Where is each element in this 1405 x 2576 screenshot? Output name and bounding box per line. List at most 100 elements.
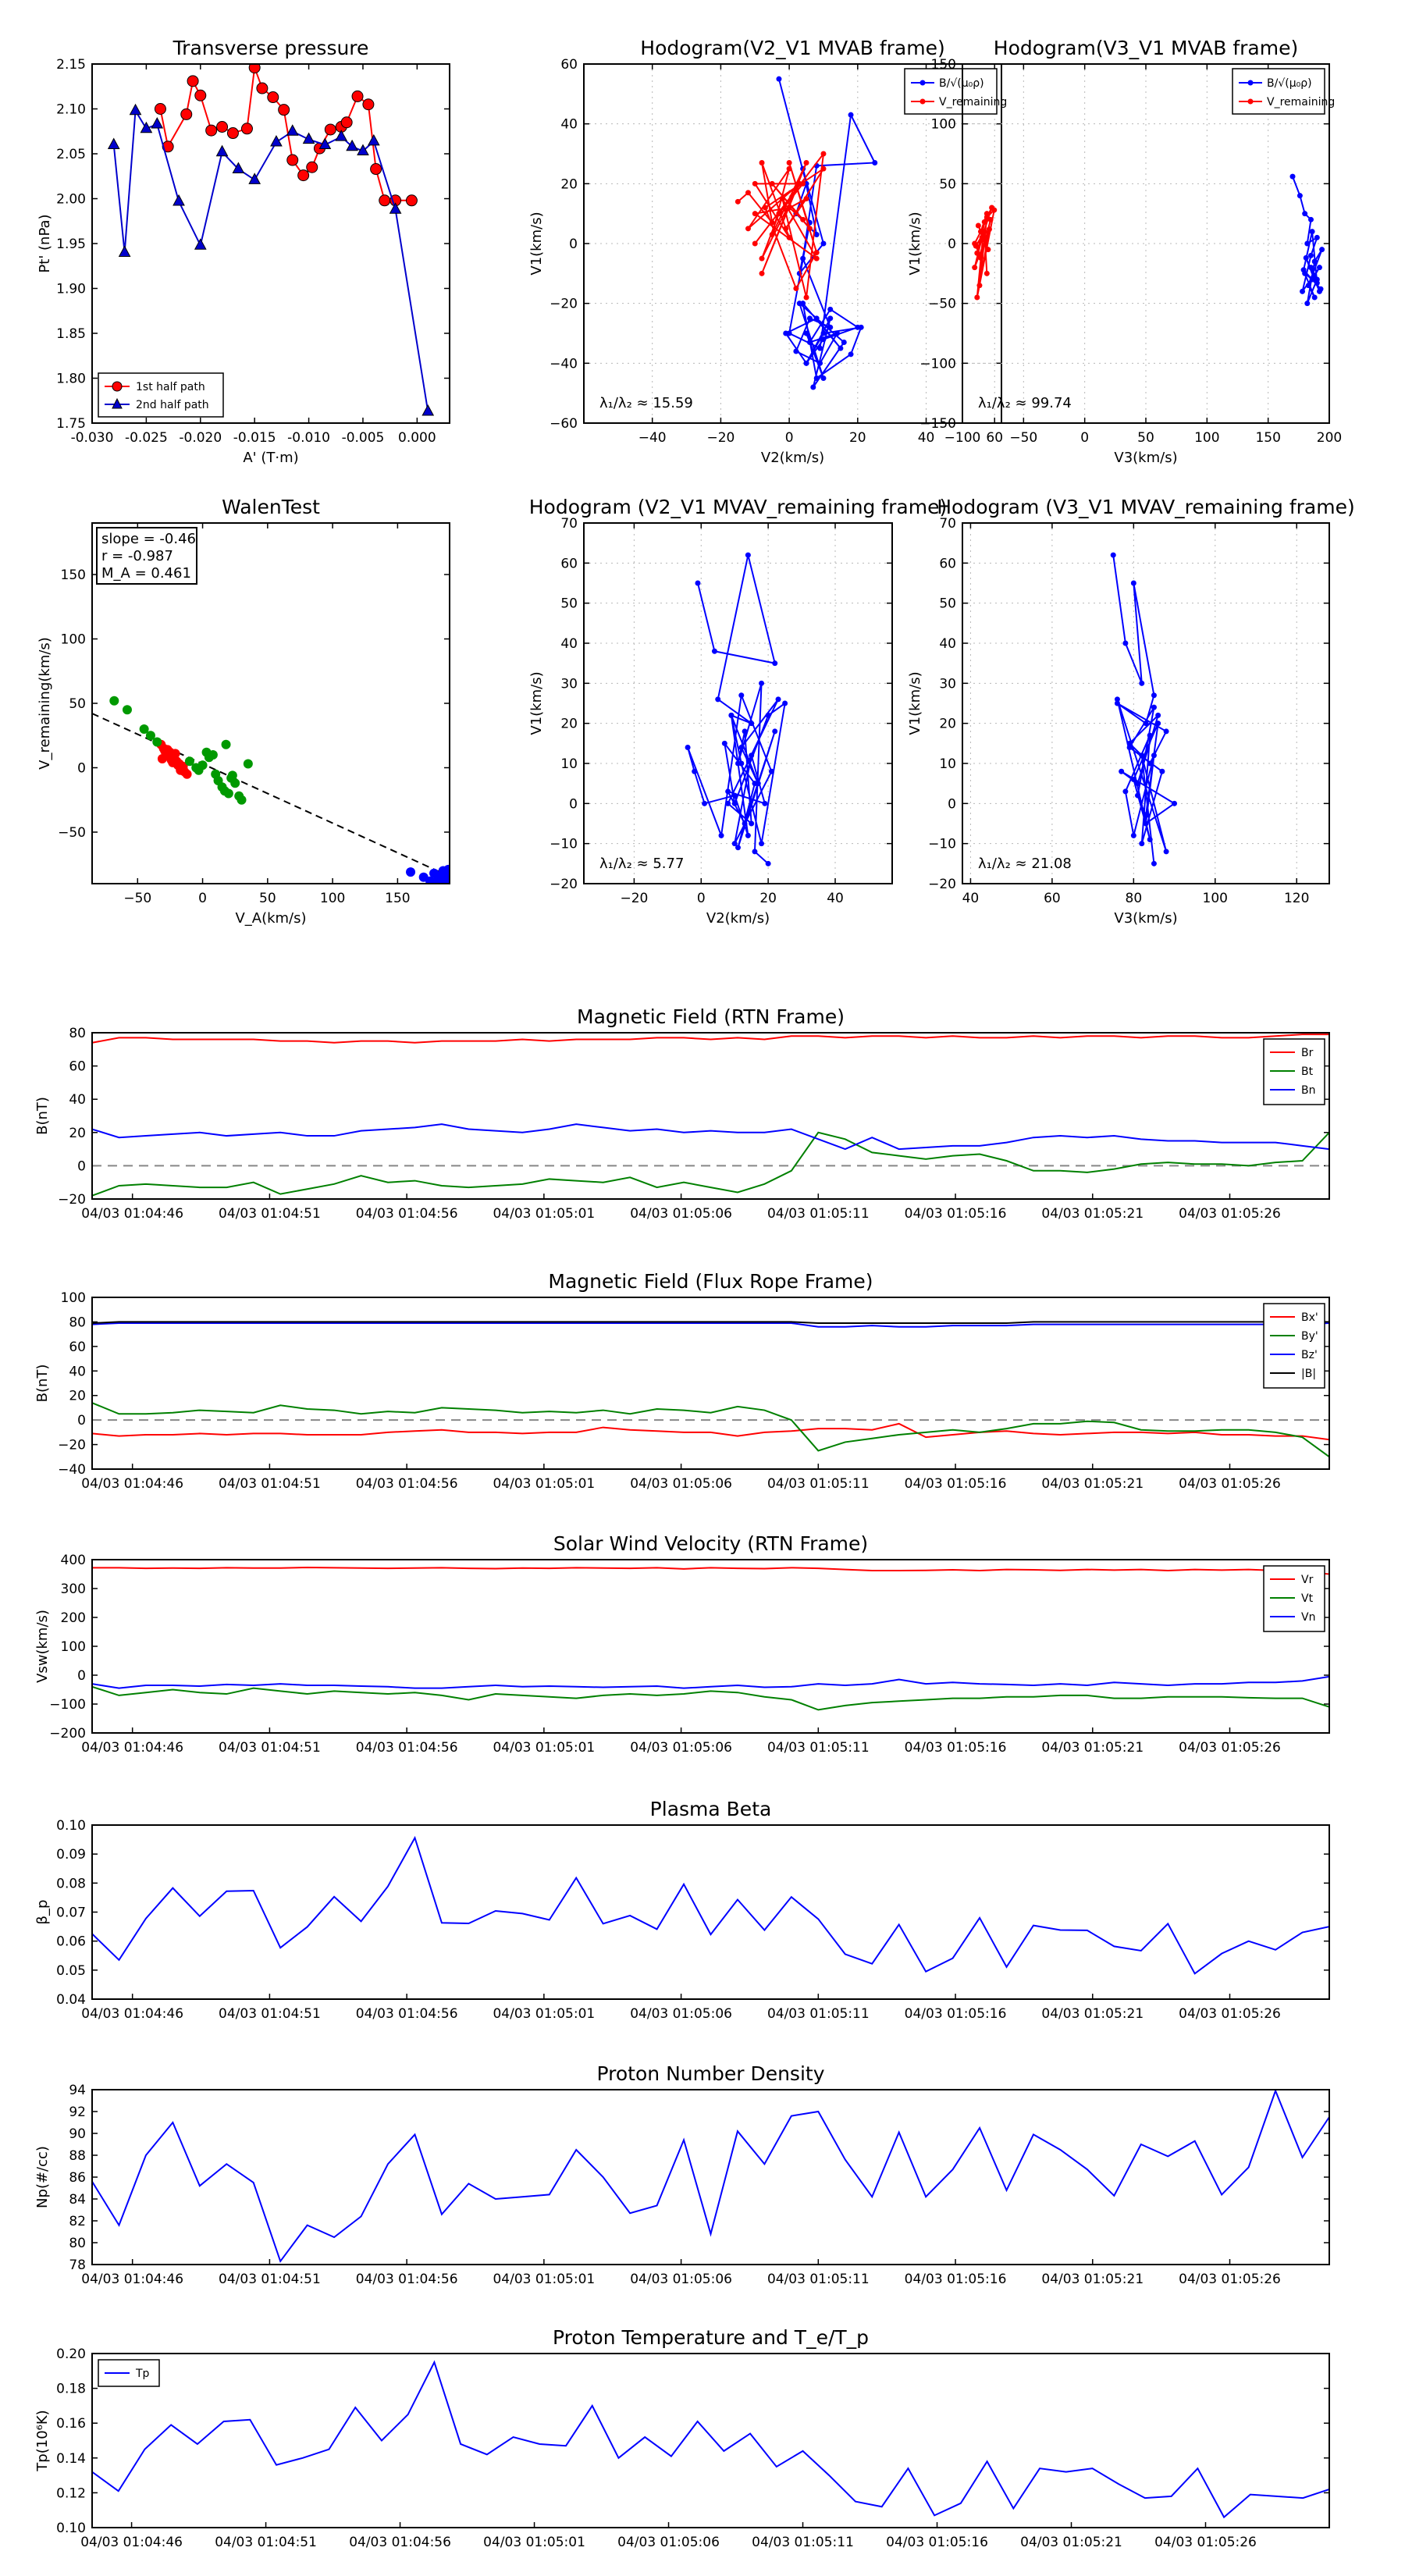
walen-ytick-label: 100 [61,632,86,648]
hV-point [721,740,727,746]
hB3-point [1318,286,1324,292]
vel-ytick-label: 200 [61,1610,86,1626]
beta-ytick-label: 0.06 [56,1934,86,1950]
flux-legend-label: By' [1301,1330,1318,1343]
mag-xtick-label: 04/03 01:05:16 [905,1206,1007,1222]
temp-xtick-label: 04/03 01:05:21 [1020,2535,1122,2550]
flux-xtick-label: 04/03 01:05:16 [905,1476,1007,1492]
mag-xtick-label: 04/03 01:05:06 [630,1206,732,1222]
pt-legend-label: 2nd half path [136,399,209,411]
hV-ytick-label: −10 [550,837,578,852]
hB-point [827,324,834,330]
hB3-ytick-label: 100 [931,117,956,133]
beta-ytick-label: 0.10 [56,1818,86,1834]
beta-xtick-label: 04/03 01:04:51 [219,2006,321,2022]
hB-annotation: λ₁/λ₂ ≈ 15.59 [599,395,693,411]
hV-point [731,792,738,799]
dens-ytick-label: 78 [69,2258,86,2273]
pt-point [140,121,153,133]
hB-legend-label: B/√(μ₀ρ) [939,77,984,90]
hV3-xtick-label: 40 [962,891,980,906]
hV-point [772,728,778,735]
beta-xtick-label: 04/03 01:05:16 [905,2006,1007,2022]
pt-point [154,103,166,115]
hV3-ytick-label: −10 [928,837,956,852]
hB3-point [981,219,987,225]
hV-point [742,820,748,827]
pt-point [267,91,279,104]
dens-ytick-label: 84 [69,2192,86,2208]
hV3-xlabel: V3(km/s) [1114,910,1177,927]
vel-ytick-label: 0 [77,1668,86,1684]
hV-point [725,788,731,795]
pt-ytick-label: 2.05 [56,147,86,162]
beta-plot-area [92,1835,1329,1975]
temp-xtick-label: 04/03 01:05:01 [483,2535,585,2550]
hV-point [759,680,765,686]
hB-point [786,205,792,211]
hB3-xtick-label: 150 [1255,430,1280,446]
dens-plot-area [92,2090,1329,2263]
beta-ytick-label: 0.08 [56,1876,86,1891]
flux-xtick-label: 04/03 01:05:26 [1179,1476,1281,1492]
hB3-xlabel: V3(km/s) [1114,450,1177,466]
hV3-point [1163,728,1169,735]
hB-point [783,330,789,336]
hV-point [768,768,774,774]
pt-ytick-label: 2.00 [56,192,86,208]
pt-xtick-label: -0.020 [179,430,222,446]
hV3-point [1151,860,1157,866]
hB-point [793,187,799,193]
pt-ylabel: Pt' (nPa) [37,214,53,272]
beta-ytick-label: 0.04 [56,1992,86,2008]
hB-point [803,294,809,301]
hB-point [793,286,799,291]
hB-point [762,205,768,211]
hB-ytick-label: 20 [560,176,578,192]
hB3-legend-label: B/√(μ₀ρ) [1267,77,1312,90]
hV-point [752,849,758,855]
beta-ylabel: β_p [34,1900,51,1925]
hB3-ytick-label: −100 [919,356,956,372]
hV-ytick-label: −20 [550,877,578,892]
hB-point [827,306,834,312]
flux-xtick-label: 04/03 01:05:01 [493,1476,595,1492]
hB-point [779,196,785,201]
hB3-point [981,229,987,235]
mag-xtick-label: 04/03 01:05:26 [1179,1206,1281,1222]
hV3-point [1135,792,1141,799]
walen-xtick-label: 50 [259,891,276,906]
pt-xtick-label: -0.025 [125,430,168,446]
hB-point [806,226,813,232]
hB3-ylabel: V1(km/s) [907,212,923,275]
walen-point [194,765,204,775]
flux-ytick-label: −40 [58,1462,86,1478]
hB-point [820,375,827,381]
hV-point [745,552,751,558]
hB-point [810,384,816,390]
hB3-ytick-label: 50 [939,176,956,192]
hB-point [848,112,854,118]
pt-point [240,123,253,135]
flux-plot-area [92,1321,1329,1458]
hV3-ytick-label: 20 [939,717,956,732]
hV-ytick-label: 70 [560,516,578,532]
dens-xtick-label: 04/03 01:05:01 [493,2272,595,2287]
hB-series-1-line [737,151,825,298]
flux-xtick-label: 04/03 01:04:51 [219,1476,321,1492]
temp-ytick-label: 0.12 [56,2485,86,2501]
pt-point [278,104,290,116]
pt-title: Transverse pressure [173,37,369,59]
hV3-point [1139,753,1145,759]
hV3-point [1159,768,1165,774]
temp-ylabel: Tp(10⁶K) [34,2410,51,2471]
hB3-point [1289,173,1296,180]
hV3-point [1147,760,1153,767]
chart-beta: Plasma Beta β_p 0.04 0.05 0.06 0.07 0.08 0.09 0.… [34,1798,1330,2022]
mag-plot-area [92,1034,1329,1197]
hV-ytick-label: 10 [560,756,578,772]
hB-ytick-label: 0 [569,237,578,252]
hB3-ytick-label: −150 [919,416,956,432]
